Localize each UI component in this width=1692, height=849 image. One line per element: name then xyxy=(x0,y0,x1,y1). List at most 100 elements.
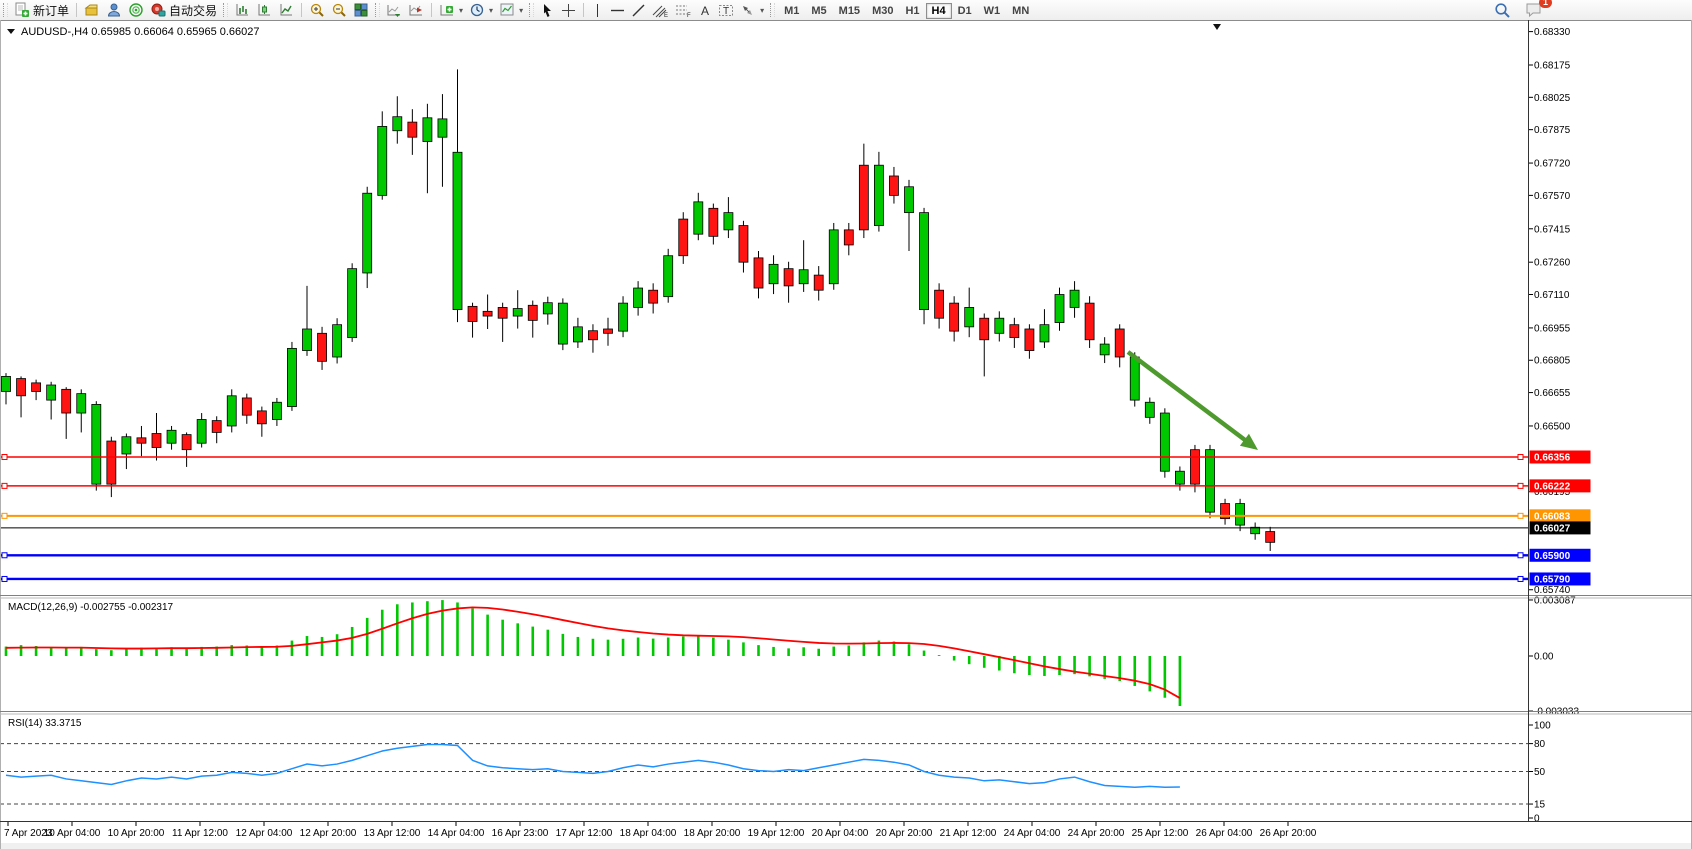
zoom-in-icon xyxy=(310,3,324,17)
toolbar-grip[interactable] xyxy=(529,3,535,17)
horizontal-line-tool[interactable] xyxy=(607,1,628,19)
crosshair-button[interactable] xyxy=(558,1,579,19)
accounts-button[interactable] xyxy=(103,1,125,19)
candle xyxy=(1,376,11,392)
toolbar-grip[interactable] xyxy=(223,3,229,17)
zoom-in-button[interactable] xyxy=(306,1,328,19)
timeframe-h1[interactable]: H1 xyxy=(905,5,920,17)
candle xyxy=(31,382,42,392)
candle xyxy=(332,324,343,358)
line-handle[interactable] xyxy=(1517,512,1524,519)
tile-windows-button[interactable] xyxy=(350,1,372,19)
bar-chart-button[interactable] xyxy=(231,1,253,19)
candle xyxy=(497,307,508,319)
line-handle[interactable] xyxy=(1,552,8,559)
svg-text:A: A xyxy=(701,4,709,18)
toolbar-grip[interactable] xyxy=(3,3,8,17)
signals-button[interactable] xyxy=(125,1,147,19)
channel-tool[interactable]: E xyxy=(649,1,672,19)
line-handle[interactable] xyxy=(1517,552,1524,559)
search-button[interactable] xyxy=(1491,1,1514,19)
chart-header: AUDUSD-,H4 0.65985 0.66064 0.65965 0.660… xyxy=(21,26,260,38)
toolbar-grip[interactable] xyxy=(375,3,381,17)
time-tick-label: 16 Apr 23:00 xyxy=(492,828,549,839)
timeframe-m1[interactable]: M1 xyxy=(784,5,800,17)
candle xyxy=(106,440,117,485)
zoom-out-button[interactable] xyxy=(328,1,350,19)
macd-signal-line xyxy=(5,606,1181,699)
timeframe-m15[interactable]: M15 xyxy=(838,5,861,17)
price-tick-label: 0.67415 xyxy=(1534,224,1571,235)
line-handle[interactable] xyxy=(1,575,8,582)
shift-marker-icon[interactable] xyxy=(1213,24,1221,30)
indicators-button[interactable]: ▾ xyxy=(436,1,466,19)
separator xyxy=(431,3,433,17)
timeframe-w1[interactable]: W1 xyxy=(983,5,1001,17)
rsi-tick-label: 15 xyxy=(1534,800,1546,811)
candle-chart-button[interactable] xyxy=(253,1,275,19)
rsi-tick-label: 0 xyxy=(1534,814,1540,825)
line-handle[interactable] xyxy=(1,482,8,489)
price-tick-label: 0.65740 xyxy=(1534,585,1571,596)
arrows-tool[interactable]: ▾ xyxy=(737,1,767,19)
price-tick-label: 0.66500 xyxy=(1534,421,1571,432)
chart-shift-button[interactable] xyxy=(405,1,427,19)
timeframe-m30[interactable]: M30 xyxy=(872,5,894,17)
line-handle[interactable] xyxy=(1517,482,1524,489)
price-tick-label: 0.67260 xyxy=(1534,258,1571,269)
templates-button[interactable]: ▾ xyxy=(496,1,526,19)
community-button[interactable]: 1 xyxy=(1522,0,1552,19)
timeframe-h4[interactable]: H4 xyxy=(925,3,952,19)
timeframe-mn[interactable]: MN xyxy=(1012,5,1030,17)
candle xyxy=(678,218,689,257)
market-watch-button[interactable] xyxy=(81,1,103,19)
candle xyxy=(723,212,734,231)
candle xyxy=(1084,302,1095,341)
svg-text:E: E xyxy=(664,13,668,18)
candle xyxy=(858,164,869,231)
candle xyxy=(1129,356,1140,401)
fibonacci-tool[interactable]: F xyxy=(672,1,695,19)
price-line-label-text: 0.66027 xyxy=(1534,523,1571,534)
text-tool[interactable]: A xyxy=(695,1,715,19)
dropdown-arrow-icon: ▾ xyxy=(760,5,765,15)
toolbar-grip[interactable] xyxy=(770,3,776,17)
crosshair-icon xyxy=(562,3,576,17)
price-line-label xyxy=(1529,548,1591,562)
auto-scroll-button[interactable] xyxy=(383,1,405,19)
time-tick-label: 12 Apr 20:00 xyxy=(300,828,357,839)
timeframe-m5[interactable]: M5 xyxy=(811,5,827,17)
autotrade-button[interactable]: 自动交易 xyxy=(147,1,220,19)
trend-arrow[interactable] xyxy=(1126,350,1247,442)
symbol-dropdown-icon[interactable] xyxy=(7,29,15,34)
periods-button[interactable]: ▾ xyxy=(466,1,496,19)
trendline-tool[interactable] xyxy=(628,1,649,19)
time-tick-label: 18 Apr 20:00 xyxy=(684,828,741,839)
price-tick-label: 0.66655 xyxy=(1534,388,1571,399)
line-handle[interactable] xyxy=(1,454,8,460)
price-tick-label: 0.66955 xyxy=(1534,323,1571,334)
indicators-icon xyxy=(440,5,454,16)
chart-canvas[interactable]: 0.68330 0.68175 0.68025 0.67875 0.67720 0.675… xyxy=(0,20,1692,849)
candle xyxy=(226,395,237,427)
clock-icon xyxy=(470,3,484,17)
price-tick-label: 0.67110 xyxy=(1534,290,1570,301)
line-handle[interactable] xyxy=(1,512,8,519)
line-handle[interactable] xyxy=(1517,575,1524,582)
candle xyxy=(934,289,944,319)
price-tick-label: 0.68025 xyxy=(1534,93,1571,104)
timeframe-d1[interactable]: D1 xyxy=(957,5,972,17)
line-handle[interactable] xyxy=(1517,454,1524,460)
cursor-button[interactable] xyxy=(537,1,558,19)
candle xyxy=(1144,401,1155,418)
candle xyxy=(874,164,884,226)
candle xyxy=(196,419,207,444)
new-order-button[interactable]: 新订单 xyxy=(11,1,72,19)
candle xyxy=(1205,449,1215,513)
candle xyxy=(151,433,162,448)
dropdown-arrow-icon: ▾ xyxy=(519,5,524,15)
vertical-line-tool[interactable] xyxy=(588,1,607,19)
line-chart-button[interactable] xyxy=(275,1,297,19)
text-label-tool[interactable]: T xyxy=(715,1,737,19)
